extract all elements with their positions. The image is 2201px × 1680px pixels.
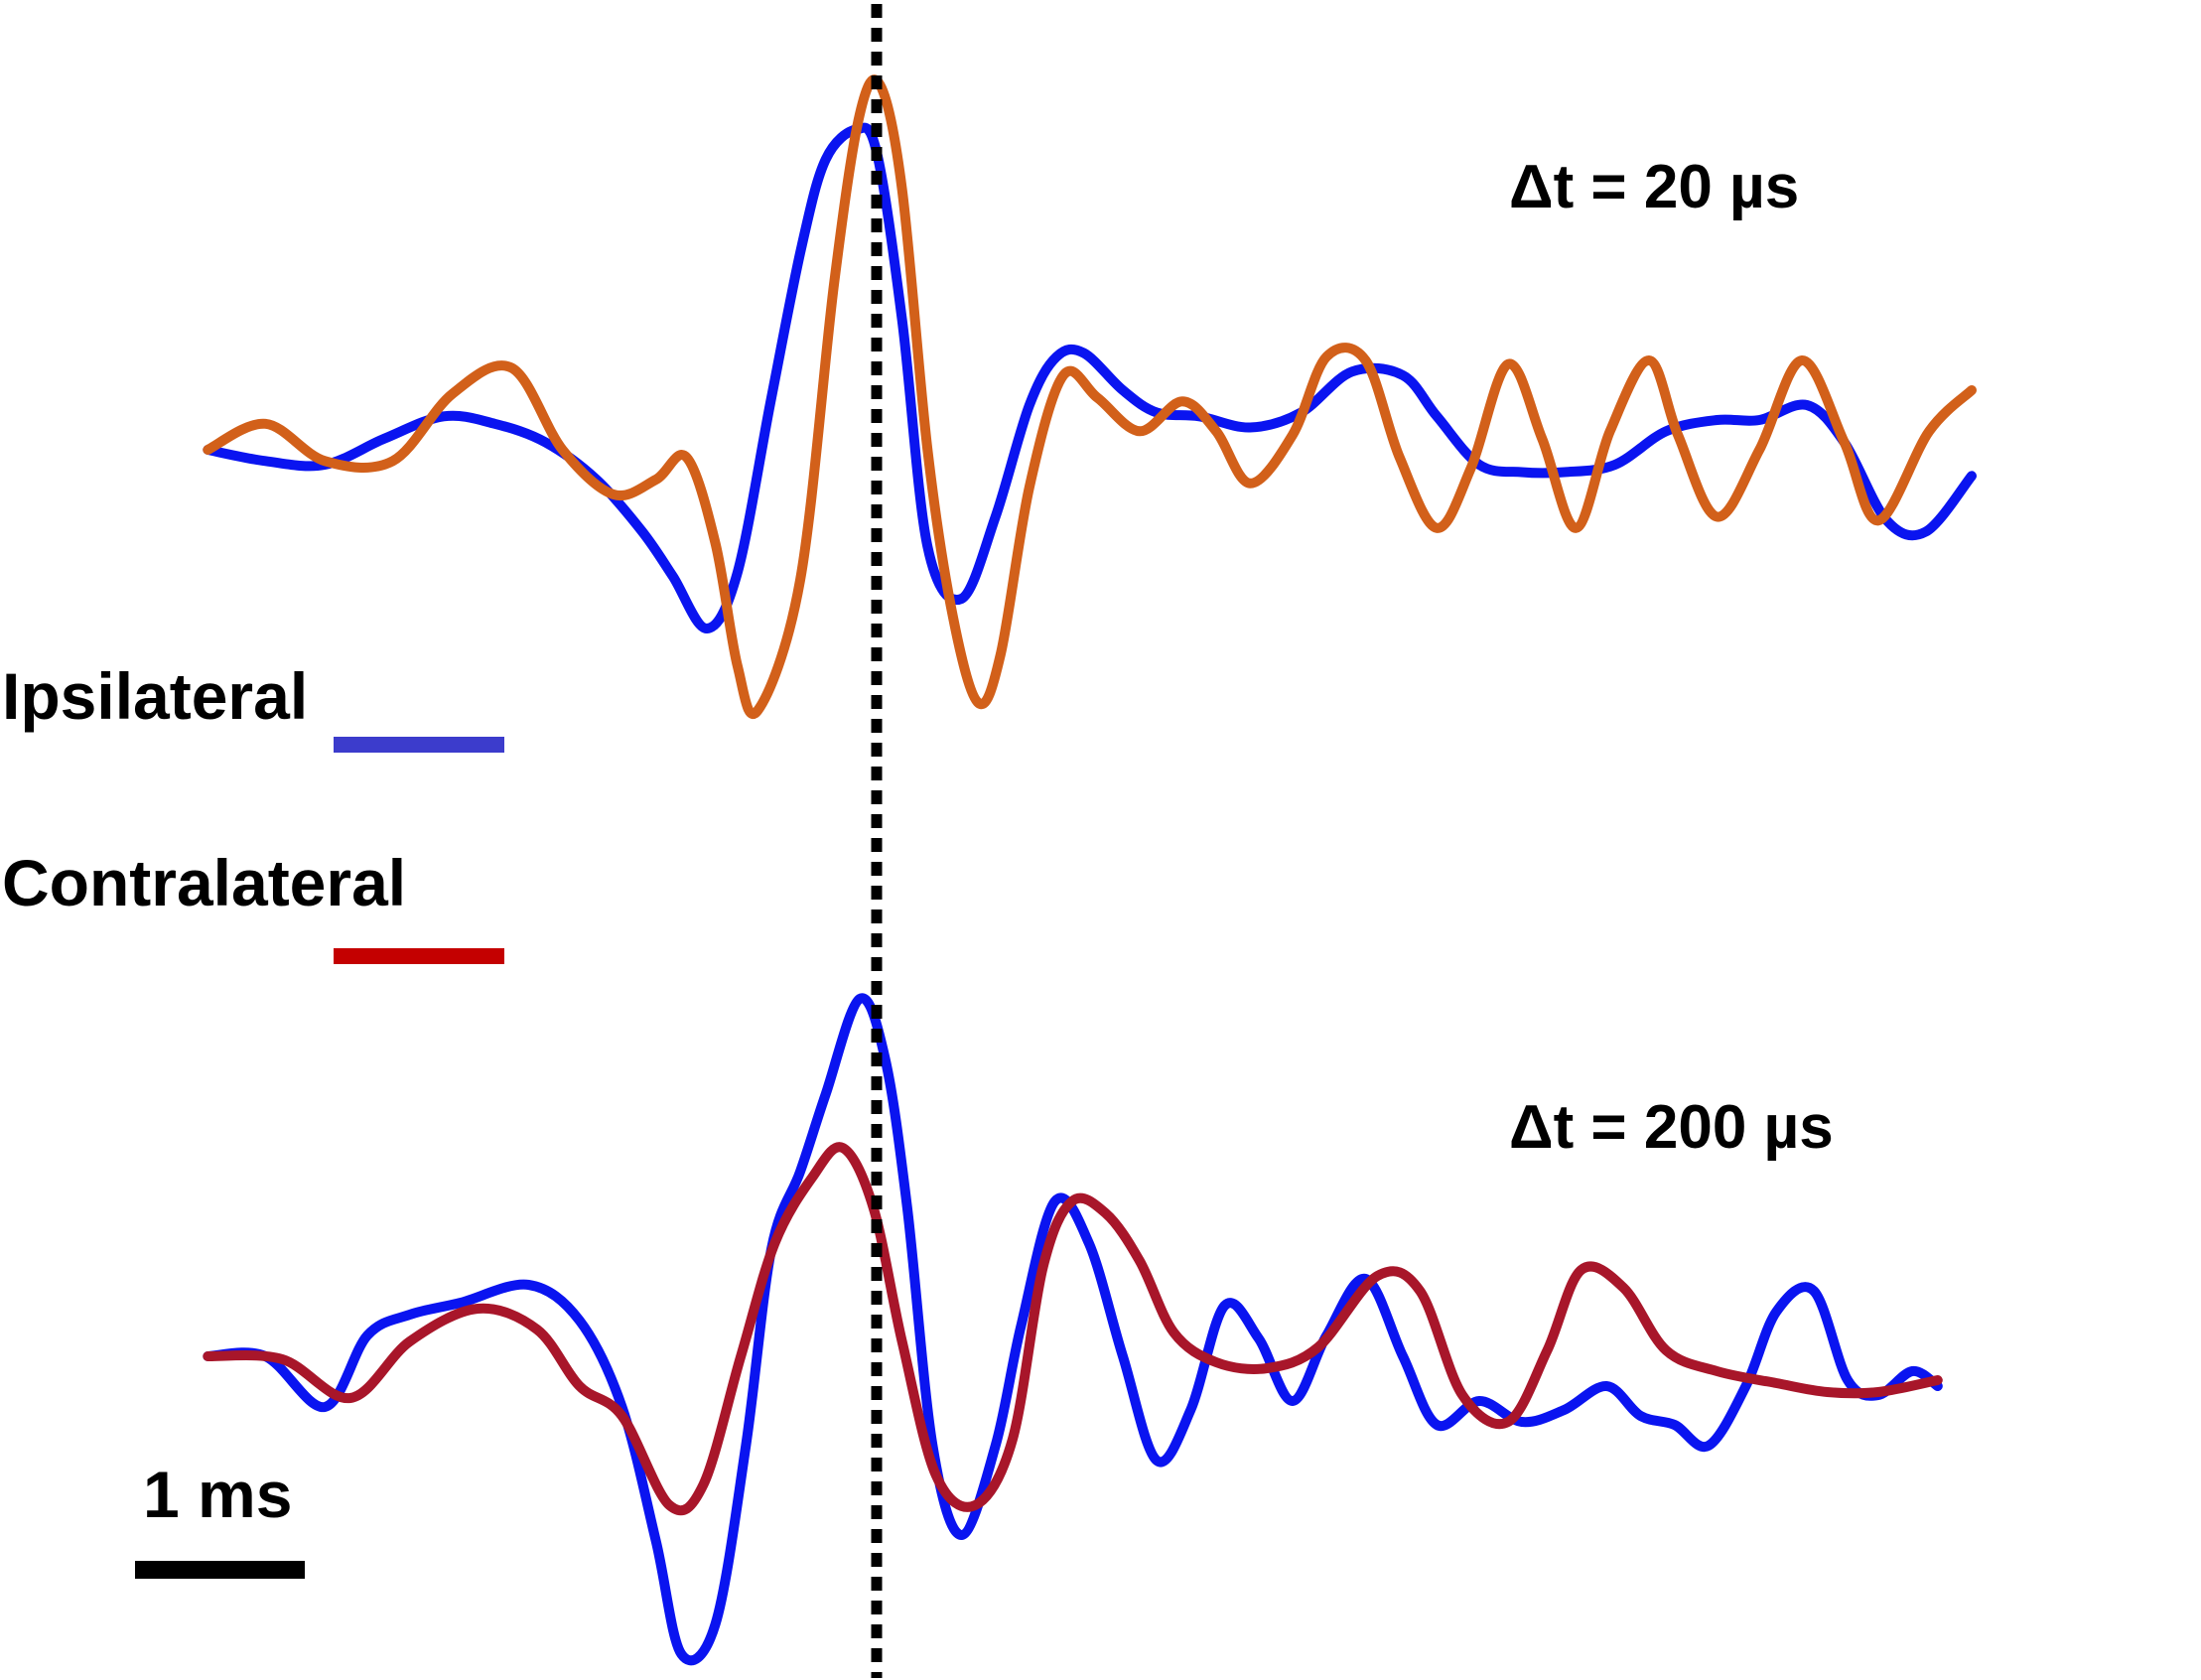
bottom-contralateral-waveform <box>203 1142 1943 1516</box>
top-contralateral-waveform <box>203 74 1977 719</box>
legend-ipsilateral-label: Ipsilateral <box>2 659 309 733</box>
bottom-delta-t-label: Δt = 200 µs <box>1509 1093 1834 1162</box>
scale-bar-label: 1 ms <box>143 1458 293 1531</box>
legend-contralateral-label: Contralateral <box>2 846 407 919</box>
bottom-panel <box>203 993 1943 1666</box>
top-panel <box>203 74 1977 719</box>
bottom-ipsilateral-waveform <box>203 993 1943 1666</box>
top-ipsilateral-waveform <box>203 122 1977 633</box>
top-delta-t-label: Δt = 20 µs <box>1509 153 1800 221</box>
